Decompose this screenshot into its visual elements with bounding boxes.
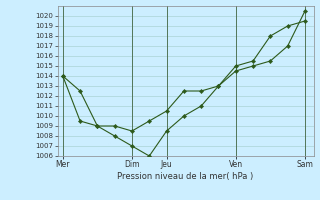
X-axis label: Pression niveau de la mer( hPa ): Pression niveau de la mer( hPa ) xyxy=(117,172,254,181)
